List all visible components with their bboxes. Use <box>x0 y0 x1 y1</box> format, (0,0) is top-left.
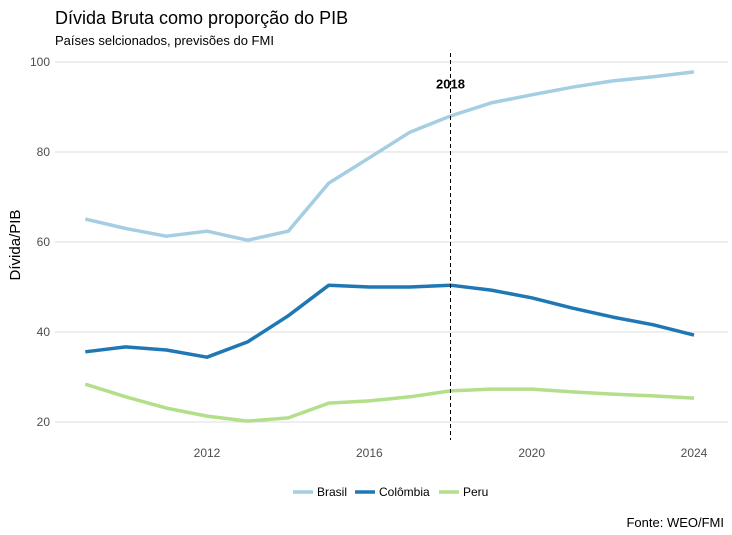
legend-label: Peru <box>463 485 488 499</box>
x-tick-label: 2024 <box>681 446 708 460</box>
chart-title: Dívida Bruta como proporção do PIB <box>55 8 349 28</box>
series-line-peru <box>84 382 695 423</box>
chart-caption: Fonte: WEO/FMI <box>626 515 724 530</box>
y-axis-label: Dívida/PIB <box>7 210 24 281</box>
y-tick-label: 80 <box>37 145 51 159</box>
y-tick-label: 40 <box>37 325 51 339</box>
annotation-label: 2018 <box>436 77 465 92</box>
series-line-colômbia <box>85 283 695 359</box>
x-tick-label: 2012 <box>194 446 221 460</box>
x-tick-label: 2016 <box>356 446 383 460</box>
y-tick-label: 20 <box>37 415 51 429</box>
series-line-brasil <box>84 70 695 242</box>
legend-label: Colômbia <box>379 485 430 499</box>
y-tick-label: 60 <box>37 235 51 249</box>
x-tick-label: 2020 <box>518 446 545 460</box>
legend-label: Brasil <box>317 485 347 499</box>
chart-subtitle: Países selcionados, previsões do FMI <box>55 33 274 48</box>
y-tick-label: 100 <box>30 55 50 69</box>
